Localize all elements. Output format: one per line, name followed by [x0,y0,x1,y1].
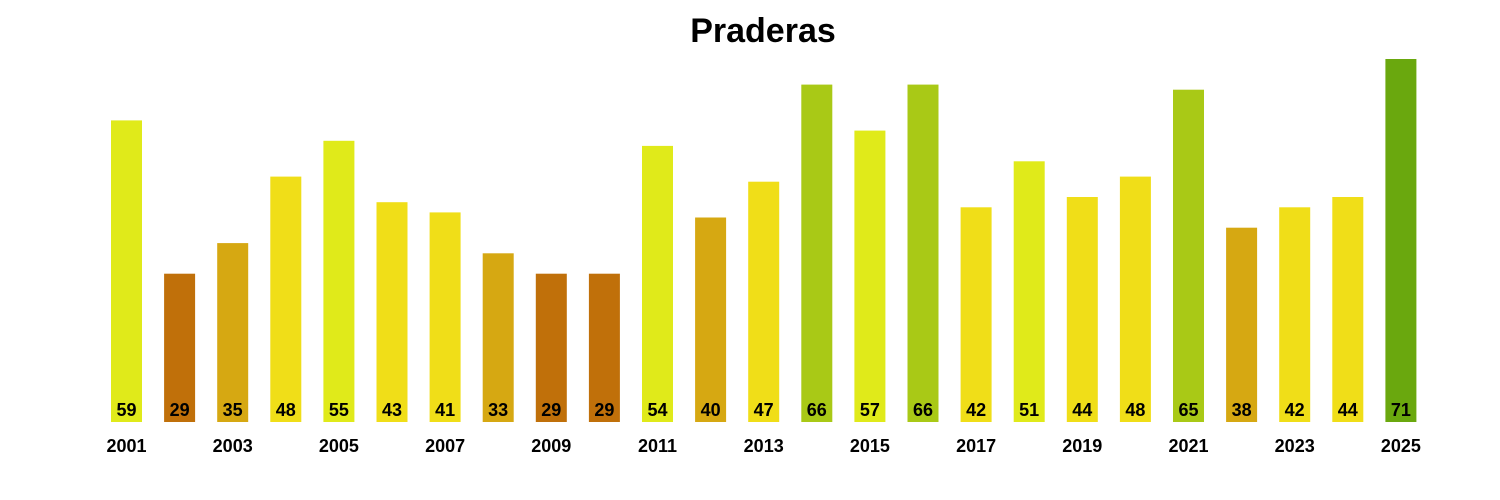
bar-2009 [535,273,567,422]
bar-2006 [376,202,408,422]
bar-value-label-2009: 29 [541,400,561,420]
bar-labels-layer: 59 29 35 48 55 43 41 33 29 29 54 40 47 66 57 66 42 51 44 48… [116,400,1410,420]
bar-value-label-2020: 48 [1125,400,1145,420]
chart-title: Praderas [690,12,836,50]
x-tick-label-2013: 2013 [744,436,784,456]
bar-value-label-2011: 54 [647,400,667,420]
bar-2011 [642,145,673,422]
x-tick-label-2019: 2019 [1062,436,1102,456]
bar-value-label-2005: 55 [329,400,349,420]
bar-value-label-2022: 38 [1232,400,1252,420]
bar-value-label-2008: 33 [488,400,508,420]
x-axis-tick-labels: 2001 2003 2005 2007 2009 2011 2013 2015 2017 2019… [106,436,1420,456]
bar-value-label-2001: 59 [116,400,136,420]
bar-2003 [217,243,249,422]
bar-value-label-2018: 51 [1019,400,1039,420]
bar-2010 [588,273,620,422]
bar-2017 [960,207,992,422]
bar-2022 [1226,227,1258,422]
x-tick-label-2021: 2021 [1168,436,1208,456]
bar-value-label-2013: 47 [754,400,774,420]
bar-value-label-2015: 57 [860,400,880,420]
bar-value-label-2007: 41 [435,400,455,420]
bars-layer [111,59,1417,423]
bar-2023 [1279,207,1311,422]
bar-2001 [111,120,142,423]
bar-value-label-2012: 40 [701,400,721,420]
x-tick-label-2015: 2015 [850,436,890,456]
bar-value-label-2006: 43 [382,400,402,420]
bar-2018 [1013,161,1045,423]
bar-value-label-2017: 42 [966,400,986,420]
bar-value-label-2003: 35 [223,400,243,420]
bar-value-label-2010: 29 [594,400,614,420]
x-tick-label-2009: 2009 [531,436,571,456]
bar-2007 [429,212,461,422]
bar-value-label-2016: 66 [913,400,933,420]
bar-2014 [801,84,833,422]
x-tick-label-2017: 2017 [956,436,996,456]
x-tick-label-2023: 2023 [1275,436,1315,456]
bar-value-label-2002: 29 [170,400,190,420]
bar-value-label-2021: 65 [1178,400,1198,420]
bar-value-label-2023: 42 [1285,400,1305,420]
bar-value-label-2004: 48 [276,400,296,420]
bar-2002 [164,273,196,422]
x-tick-label-2005: 2005 [319,436,359,456]
bar-2012 [695,217,727,422]
x-tick-label-2003: 2003 [213,436,253,456]
bar-2021 [1173,89,1204,422]
bar-2019 [1066,197,1098,422]
x-tick-label-2007: 2007 [425,436,465,456]
bar-value-label-2019: 44 [1072,400,1092,420]
x-tick-label-2025: 2025 [1381,436,1421,456]
bar-2008 [482,253,514,422]
bar-2025 [1385,59,1417,422]
bar-value-label-2024: 44 [1338,400,1358,420]
x-tick-label-2001: 2001 [106,436,146,456]
bar-2016 [907,84,939,422]
bar-2004 [270,176,302,422]
bar-2015 [854,130,886,422]
bar-2005 [323,140,355,423]
bar-2024 [1332,197,1364,422]
bar-2013 [748,181,780,422]
bar-value-label-2025: 71 [1391,400,1411,420]
x-tick-label-2011: 2011 [638,436,677,456]
bar-value-label-2014: 66 [807,400,827,420]
bar-2020 [1119,176,1151,422]
